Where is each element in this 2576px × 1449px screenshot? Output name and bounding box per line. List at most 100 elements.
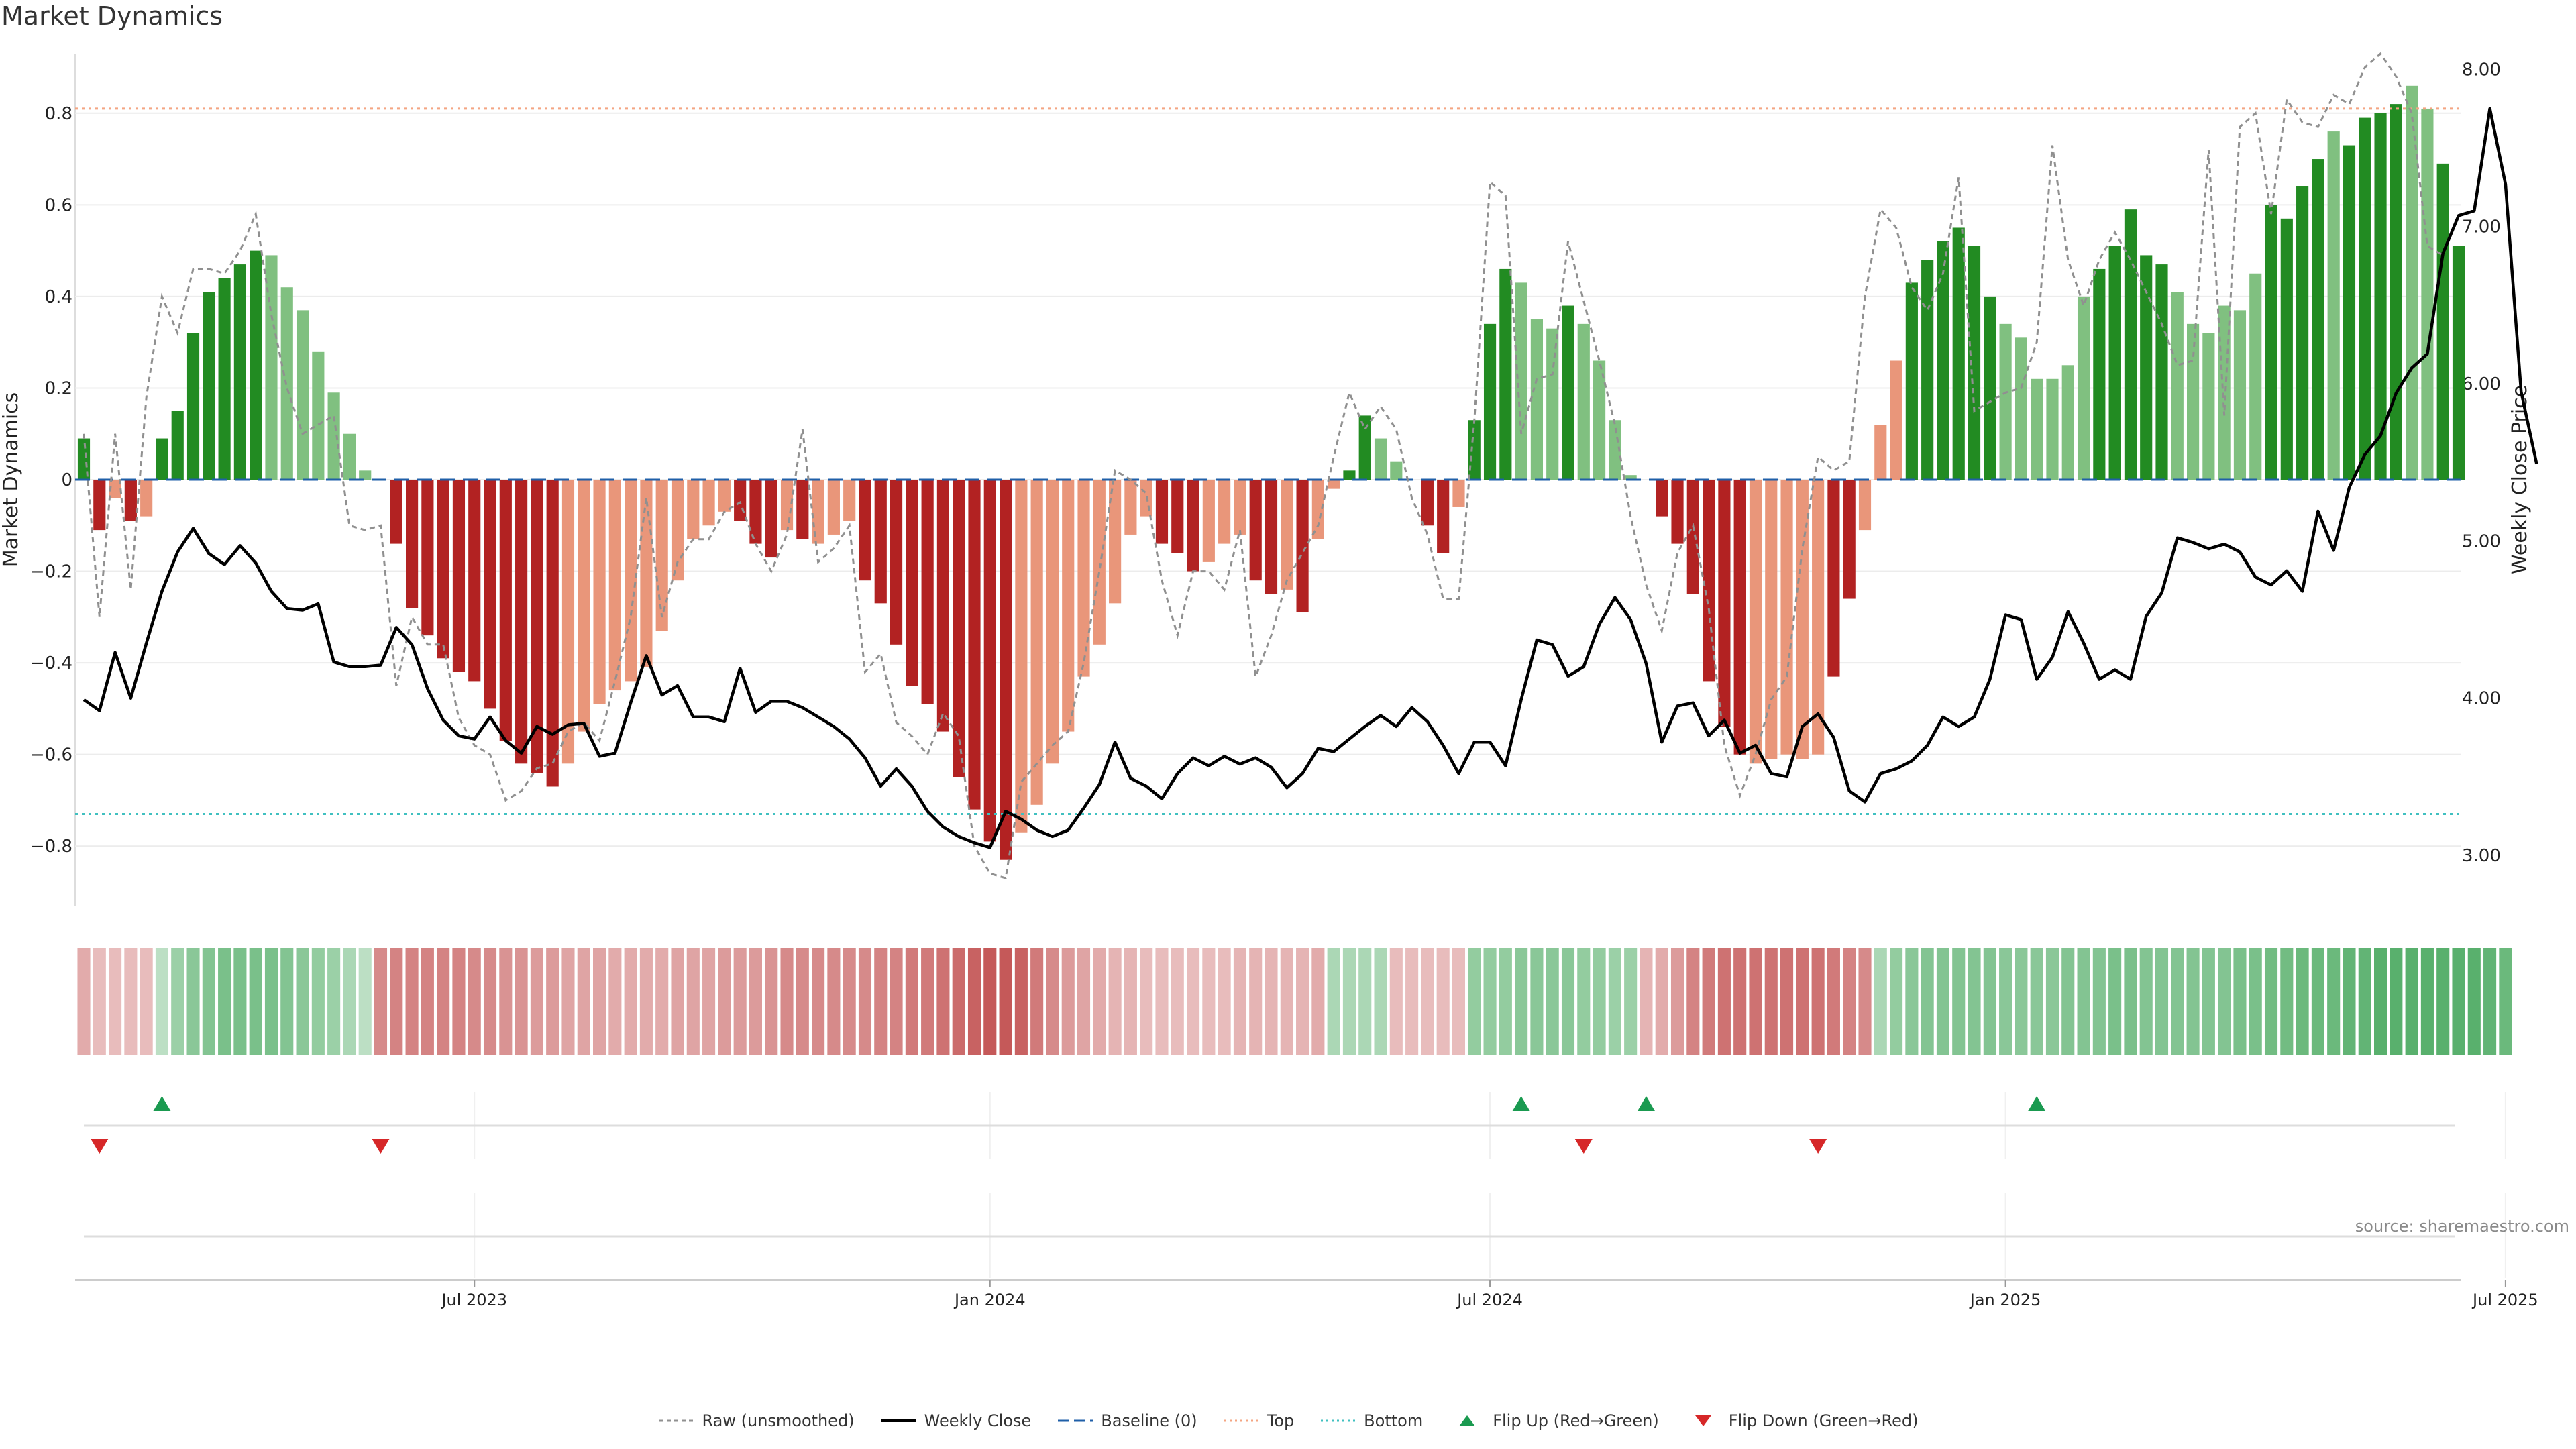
dynamics-bar xyxy=(1843,480,1856,599)
dynamics-bar xyxy=(1358,415,1371,480)
heatmap-cell xyxy=(858,948,872,1055)
dynamics-bar xyxy=(936,480,950,732)
heatmap-cell xyxy=(2374,948,2387,1055)
legend-label: Flip Down (Green→Red) xyxy=(1728,1411,1919,1430)
legend-item-flip_up: Flip Up (Red→Green) xyxy=(1448,1411,1659,1430)
heatmap-cell xyxy=(1811,948,1825,1055)
dynamics-bar xyxy=(655,480,668,631)
heatmap-cell xyxy=(280,948,294,1055)
dynamics-bar xyxy=(93,480,106,531)
heatmap-cell xyxy=(905,948,918,1055)
legend-label: Weekly Close xyxy=(924,1411,1032,1430)
heatmap-cell xyxy=(1327,948,1340,1055)
heatmap-cell xyxy=(109,948,122,1055)
dynamics-bar xyxy=(1046,480,1059,764)
heatmap-cell xyxy=(2483,948,2497,1055)
dynamics-bar xyxy=(1499,268,1512,480)
dynamics-bar xyxy=(874,480,887,604)
dynamics-bar xyxy=(327,392,340,480)
dynamics-bar xyxy=(233,264,246,480)
heatmap-cell xyxy=(1717,948,1731,1055)
dynamics-bar xyxy=(561,480,575,764)
dynamics-bar xyxy=(156,438,168,480)
heatmap-cell xyxy=(186,948,200,1055)
dynamics-bar xyxy=(265,255,278,480)
dynamics-bar xyxy=(1577,323,1590,480)
y-axis-label: Market Dynamics xyxy=(0,392,23,568)
heatmap-cell xyxy=(1968,948,1981,1055)
dynamics-bar xyxy=(2155,264,2168,480)
flip-down-marker xyxy=(1574,1139,1593,1154)
heatmap-cell xyxy=(358,948,372,1055)
heatmap-cell xyxy=(874,948,888,1055)
heatmap-cell xyxy=(749,948,762,1055)
dynamics-bar xyxy=(2280,218,2293,480)
heatmap-cell xyxy=(2358,948,2371,1055)
dynamics-bar xyxy=(1421,480,1434,526)
heatmap-cell xyxy=(2296,948,2309,1055)
heatmap-cell xyxy=(1187,948,1200,1055)
y2-axis-label: Weekly Close Price xyxy=(2508,385,2532,574)
legend-swatch-bottom xyxy=(1321,1419,1356,1422)
dynamics-bar xyxy=(2249,273,2262,480)
heatmap-cell xyxy=(530,948,543,1055)
heatmap-cell xyxy=(124,948,138,1055)
dynamics-bar xyxy=(1124,480,1137,535)
heatmap-cell xyxy=(655,948,669,1055)
heatmap-cell xyxy=(608,948,622,1055)
heatmap-cell xyxy=(2124,948,2137,1055)
heatmap-cell xyxy=(796,948,809,1055)
heatmap-cell xyxy=(1874,948,1887,1055)
heatmap-cell xyxy=(2311,948,2324,1055)
heatmap-cell xyxy=(2264,948,2278,1055)
legend-label: Flip Up (Red→Green) xyxy=(1493,1411,1659,1430)
legend-label: Top xyxy=(1267,1411,1295,1430)
dynamics-bar xyxy=(812,480,824,544)
heatmap-cell xyxy=(437,948,450,1055)
dynamics-bar xyxy=(2421,108,2434,480)
dynamics-bar xyxy=(296,310,309,480)
heatmap-cell xyxy=(1452,948,1466,1055)
y2-tick-label: 8.00 xyxy=(2462,60,2501,80)
flip-down-marker xyxy=(91,1139,109,1154)
heatmap-cell xyxy=(577,948,590,1055)
dynamics-bar xyxy=(953,480,965,777)
dynamics-bar xyxy=(421,480,434,636)
x-tick-label: Jul 2023 xyxy=(440,1291,507,1309)
dynamics-bar xyxy=(484,480,496,709)
y-tick-label: −0.8 xyxy=(30,837,72,857)
dynamics-bar xyxy=(2108,246,2121,480)
dynamics-bar xyxy=(531,480,543,773)
dynamics-bar xyxy=(452,480,466,672)
dynamics-bar xyxy=(1593,360,1606,480)
heatmap-cell xyxy=(1749,948,1762,1055)
heatmap-cell xyxy=(2092,948,2106,1055)
heatmap-cell xyxy=(639,948,653,1055)
legend-label: Bottom xyxy=(1364,1411,1424,1430)
heatmap-cell xyxy=(1389,948,1403,1055)
dynamics-bar xyxy=(1218,480,1231,544)
dynamics-bar xyxy=(999,480,1012,860)
heatmap-cell xyxy=(1171,948,1184,1055)
heatmap-cell xyxy=(1046,948,1059,1055)
dynamics-bar xyxy=(2093,268,2106,480)
heatmap-cell xyxy=(1858,948,1872,1055)
dynamics-bar xyxy=(312,351,325,480)
dynamics-bar xyxy=(218,278,231,480)
heatmap-cell xyxy=(1936,948,1949,1055)
legend-swatch-flip_down xyxy=(1695,1415,1711,1426)
dynamics-bar xyxy=(203,292,215,480)
heatmap-cell xyxy=(483,948,497,1055)
heatmap-cell xyxy=(1140,948,1153,1055)
heatmap-cell xyxy=(2343,948,2356,1055)
heatmap-cell xyxy=(2280,948,2294,1055)
heatmap-cell xyxy=(1030,948,1044,1055)
dynamics-bar xyxy=(2359,117,2371,480)
dynamics-bar xyxy=(1234,480,1246,535)
dynamics-bar xyxy=(1390,461,1403,480)
heatmap-cell xyxy=(593,948,606,1055)
heatmap-cell xyxy=(733,948,747,1055)
y-tick-label: −0.6 xyxy=(30,745,72,765)
heatmap-cell xyxy=(2015,948,2028,1055)
